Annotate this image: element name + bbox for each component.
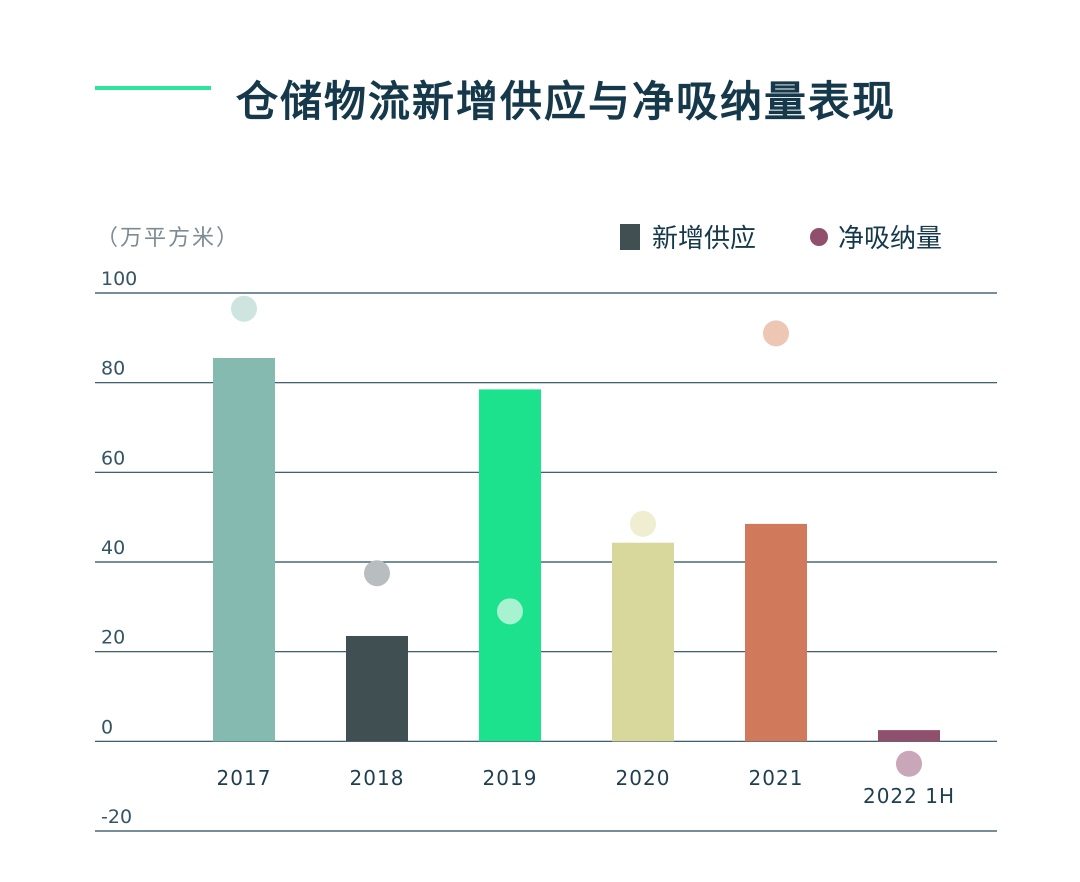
y-tick-label: 20 bbox=[101, 627, 125, 649]
legend-item-absorption: 净吸纳量 bbox=[810, 218, 942, 255]
y-tick-label: 40 bbox=[101, 537, 125, 559]
x-tick-label: 2020 bbox=[616, 766, 671, 790]
y-tick-label: 100 bbox=[101, 268, 137, 290]
y-tick-label: -20 bbox=[101, 806, 132, 828]
absorption-point-2017 bbox=[231, 295, 257, 322]
bar-2019 bbox=[479, 389, 541, 742]
legend-label-absorption: 净吸纳量 bbox=[838, 224, 943, 254]
x-tick-label: 2017 bbox=[217, 766, 272, 790]
y-tick-label: 60 bbox=[101, 447, 125, 469]
absorption-point-2021 bbox=[763, 320, 789, 347]
legend-item-supply: 新增供应 bbox=[620, 218, 756, 255]
bar-2021 bbox=[745, 523, 807, 742]
bar-2018 bbox=[346, 635, 408, 742]
bar-2020 bbox=[612, 542, 674, 742]
bar-2022 1H bbox=[878, 730, 940, 742]
y-axis-unit-label: （万平方米） bbox=[96, 226, 241, 251]
absorption-point-2020 bbox=[630, 510, 656, 537]
legend-label-supply: 新增供应 bbox=[652, 224, 757, 254]
x-tick-label: 2021 bbox=[749, 766, 804, 790]
x-tick-label: 2018 bbox=[350, 766, 405, 790]
absorption-point-2019 bbox=[497, 598, 523, 625]
x-tick-label: 2022 1H bbox=[863, 784, 955, 808]
legend-square-icon bbox=[620, 223, 640, 250]
bar-2017 bbox=[213, 358, 275, 742]
page-title: 仓储物流新增供应与净吸纳量表现 bbox=[236, 77, 897, 126]
x-tick-label: 2019 bbox=[483, 766, 538, 790]
legend-circle-icon bbox=[810, 227, 828, 246]
y-tick-label: 80 bbox=[101, 358, 125, 380]
absorption-point-2022 1H bbox=[896, 750, 922, 777]
title-accent-line bbox=[95, 86, 211, 90]
absorption-point-2018 bbox=[364, 560, 390, 587]
y-tick-label: 0 bbox=[101, 716, 113, 738]
